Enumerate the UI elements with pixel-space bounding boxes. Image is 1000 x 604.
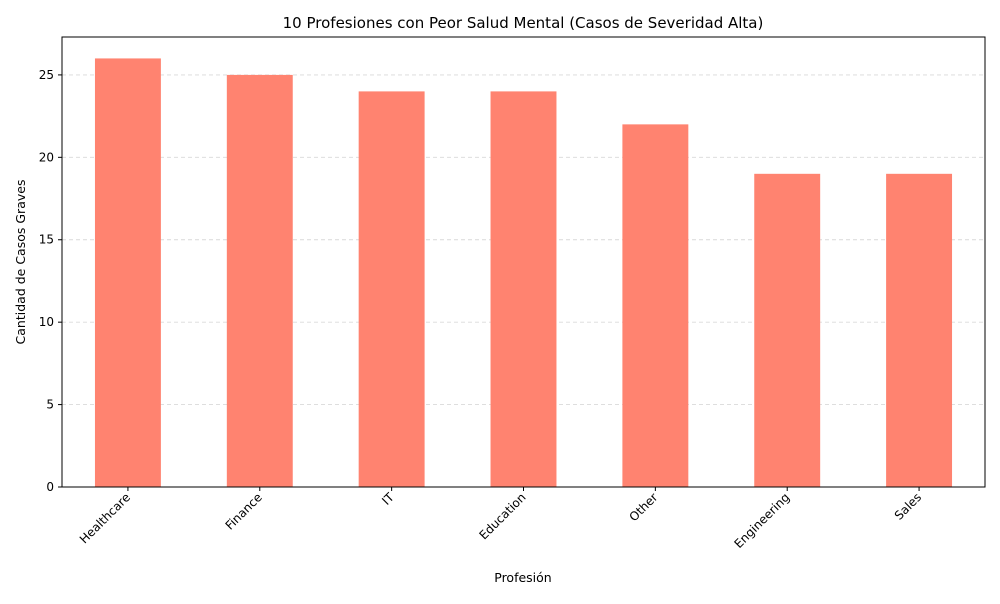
bar-healthcare (94, 58, 161, 488)
y-tick-label-0: 0 (46, 480, 54, 494)
x-ticks: Healthcare Finance IT Education Other Enginee… (77, 487, 924, 551)
bar-engineering (754, 173, 821, 488)
y-ticks: 0 5 10 15 20 25 (39, 68, 62, 494)
y-axis-label: Cantidad de Casos Graves (13, 180, 28, 345)
bar-other (622, 124, 689, 487)
y-tick-label-4: 20 (39, 150, 54, 164)
y-tick-label-1: 5 (46, 398, 54, 412)
y-tick-label-5: 25 (39, 68, 54, 82)
x-tick-label-engineering: Engineering (732, 490, 793, 551)
chart-title: 10 Profesiones con Peor Salud Mental (Ca… (283, 14, 764, 32)
x-tick-label-it: IT (379, 490, 397, 508)
bar-education (490, 91, 557, 488)
x-tick-label-education: Education (476, 490, 528, 542)
bars (94, 58, 953, 488)
bar-it (358, 91, 425, 488)
x-axis-label: Profesión (494, 570, 551, 585)
bar-sales (886, 173, 953, 488)
x-tick-label-healthcare: Healthcare (77, 490, 133, 546)
bar-finance (226, 74, 293, 488)
x-tick-label-finance: Finance (223, 490, 265, 532)
x-tick-label-other: Other (626, 490, 660, 524)
y-tick-label-3: 15 (39, 233, 54, 247)
x-tick-label-sales: Sales (892, 490, 924, 522)
y-tick-label-2: 10 (39, 315, 54, 329)
